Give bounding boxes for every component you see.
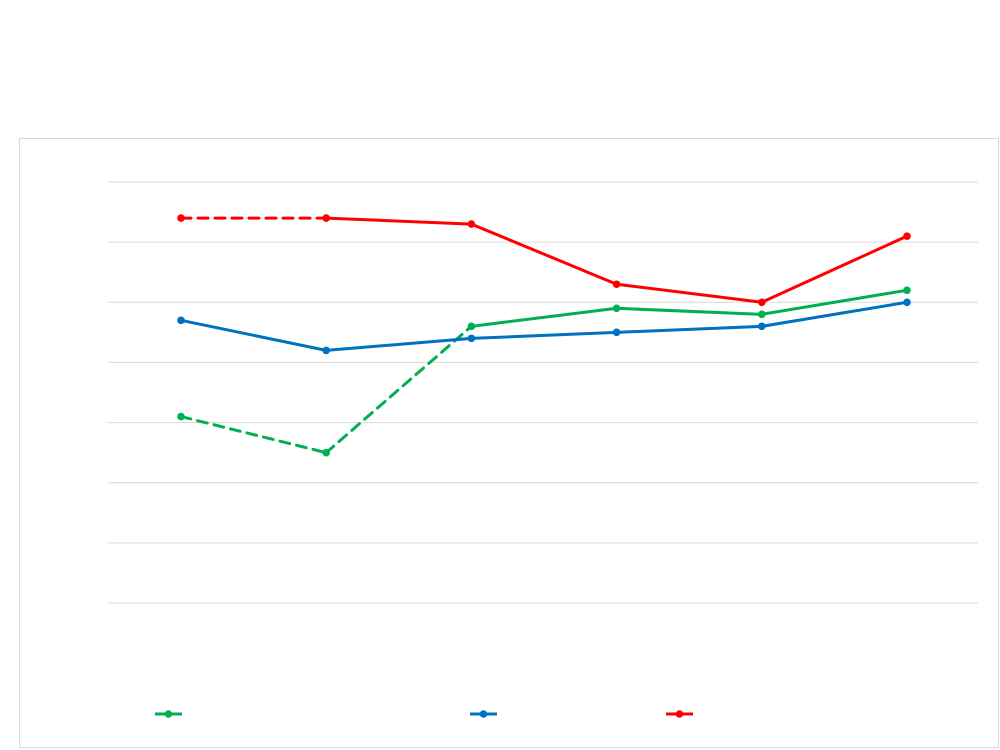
series-0-point-0: [177, 412, 185, 421]
series-2-point-2: [467, 220, 476, 228]
series-2-point-3: [612, 280, 621, 289]
series-0-segment-0: [179, 415, 328, 455]
series-1-segment-0: [179, 318, 328, 352]
series-2: [177, 214, 911, 307]
series-1-point-1: [322, 346, 331, 355]
series-2-point-0: [177, 214, 185, 222]
series-1-point-5: [903, 298, 911, 307]
series-2-point-1: [322, 214, 331, 222]
series-1-segment-4: [760, 300, 909, 328]
series-1-segment-1: [324, 336, 473, 352]
series-0-point-5: [903, 286, 911, 295]
series-2-segment-4: [760, 234, 909, 304]
series-1-point-3: [612, 328, 621, 337]
series-2-point-4: [758, 298, 766, 307]
series-1-segment-2: [469, 330, 619, 340]
series-2-segment-1: [324, 216, 473, 226]
series-1-segment-3: [615, 324, 764, 334]
series-0-segment-3: [615, 306, 764, 316]
series-1-point-0: [177, 316, 185, 325]
series-2-segment-3: [615, 282, 764, 304]
series-lines: [177, 214, 911, 457]
legend-marker-1: [479, 710, 488, 718]
series-0-point-4: [758, 310, 766, 319]
gridlines: [108, 181, 978, 604]
series-2-segment-2: [469, 222, 619, 286]
series-1-point-4: [758, 322, 766, 331]
legend: [155, 710, 693, 718]
legend-marker-2: [675, 710, 684, 718]
series-1: [177, 298, 911, 355]
series-0-point-1: [322, 448, 331, 457]
legend-marker-0: [164, 710, 173, 718]
legend-item-0: [155, 710, 182, 718]
series-0-point-3: [612, 304, 621, 313]
legend-item-1: [470, 710, 497, 718]
series-0-segment-1: [324, 324, 473, 455]
series-2-point-5: [903, 232, 911, 240]
series-0-segment-4: [760, 288, 909, 316]
series-0: [177, 286, 911, 457]
series-0-point-2: [467, 322, 476, 331]
series-1-point-2: [467, 334, 476, 343]
legend-item-2: [666, 710, 693, 718]
series-0-segment-2: [469, 306, 619, 328]
